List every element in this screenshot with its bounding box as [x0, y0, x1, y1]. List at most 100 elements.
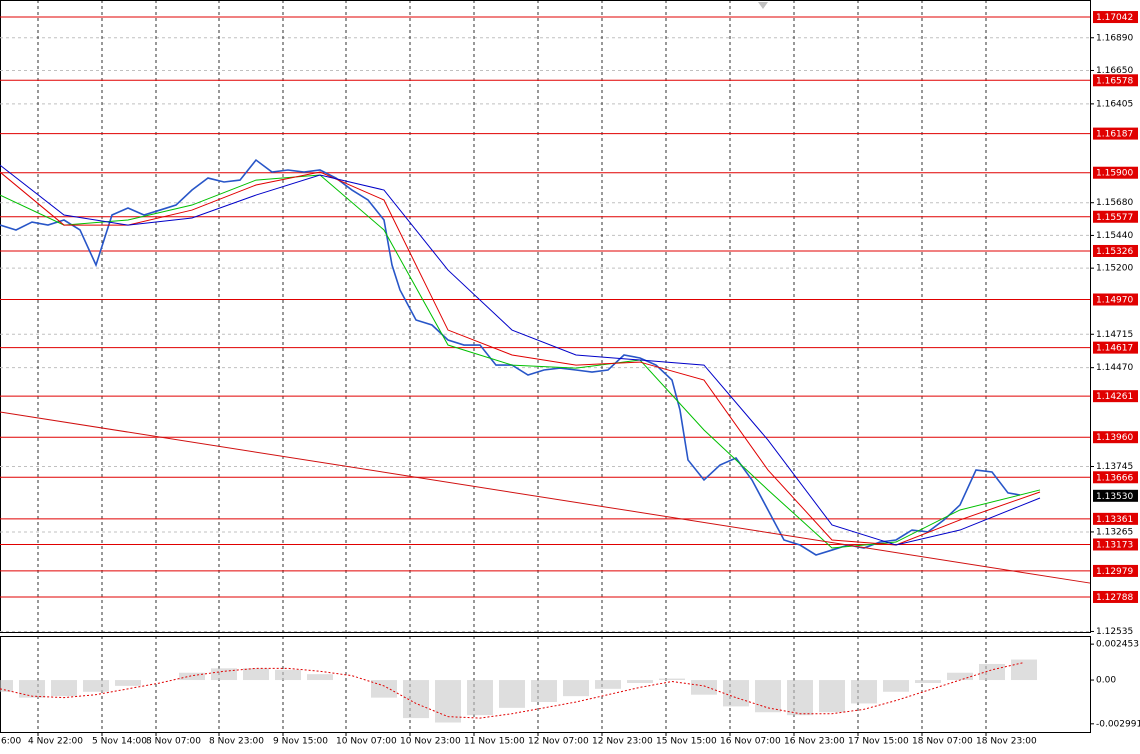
- y-tick-label: 1.15680: [1096, 198, 1133, 208]
- level-label: 1.15326: [1096, 247, 1133, 257]
- level-label-box: [1093, 11, 1138, 24]
- last-price-label: 1.13530: [1096, 492, 1133, 502]
- level-label: 1.13666: [1096, 473, 1133, 483]
- level-label: 1.17042: [1096, 13, 1133, 23]
- y-tick-label: 1.16405: [1096, 99, 1133, 109]
- shift-marker: [758, 2, 768, 9]
- signal-line: [0, 662, 1025, 719]
- x-tick-label: 10 Nov 07:00: [336, 737, 397, 747]
- level-label-box: [1093, 74, 1138, 87]
- level-label-box: [1093, 127, 1138, 140]
- y-tick-label: 0.00: [1096, 676, 1116, 686]
- level-label: 1.14261: [1096, 392, 1133, 402]
- x-tick-label: 15 Nov 15:00: [656, 737, 717, 747]
- histogram-bar: [723, 680, 749, 707]
- level-label-box: [1093, 590, 1138, 603]
- histogram-bar: [915, 680, 941, 683]
- x-tick-label: 16 Nov 23:00: [784, 737, 845, 747]
- level-label-box: [1093, 210, 1138, 223]
- level-label-box: [1093, 471, 1138, 484]
- x-tick-label: 12 Nov 23:00: [592, 737, 653, 747]
- price-line: [0, 164, 1041, 546]
- histogram-bar: [211, 668, 237, 681]
- histogram-bar: [659, 678, 685, 681]
- level-label-box: [1093, 293, 1138, 306]
- level-label-box: [1093, 244, 1138, 257]
- y-tick-label: 1.15440: [1096, 231, 1133, 241]
- y-tick-label: 0.002453: [1096, 640, 1139, 650]
- level-label: 1.14970: [1096, 296, 1133, 306]
- price-line: [0, 171, 1041, 546]
- x-tick-label: 9 Nov 15:00: [273, 737, 328, 747]
- level-label-box: [1093, 390, 1138, 403]
- histogram-bar: [115, 680, 141, 686]
- histogram-bar: [403, 680, 429, 719]
- level-label-box: [1093, 166, 1138, 179]
- level-label: 1.13960: [1096, 433, 1133, 443]
- histogram-bar: [179, 672, 205, 681]
- histogram-bar: [83, 680, 109, 692]
- histogram-bar: [563, 680, 589, 697]
- histogram-bar: [275, 669, 301, 681]
- histogram-bar: [51, 680, 77, 697]
- level-label-box: [1093, 564, 1138, 577]
- y-tick-label: 1.15200: [1096, 264, 1133, 274]
- main-frame: [0, 0, 1091, 633]
- level-label: 1.13173: [1096, 540, 1133, 550]
- x-tick-label: 11 Nov 15:00: [464, 737, 525, 747]
- level-label-box: [1093, 341, 1138, 354]
- histogram-bar: [627, 680, 653, 683]
- histogram-bar: [883, 680, 909, 692]
- x-tick-label: 12 Nov 07:00: [528, 737, 589, 747]
- histogram-bar: [691, 680, 717, 695]
- histogram-bar: [19, 680, 45, 698]
- histogram-bar: [307, 674, 333, 681]
- level-label-box: [1093, 431, 1138, 444]
- level-label-box: [1093, 538, 1138, 551]
- y-tick-label: 1.14470: [1096, 363, 1133, 373]
- y-tick-label: 1.14715: [1096, 330, 1133, 340]
- level-label: 1.15900: [1096, 169, 1133, 179]
- histogram-bar: [819, 680, 845, 713]
- last-price-box: [1093, 489, 1138, 502]
- level-label: 1.16578: [1096, 76, 1133, 86]
- histogram-bar: [243, 668, 269, 681]
- x-tick-label: 4 Nov 22:00: [28, 737, 83, 747]
- histogram-bar: [787, 680, 813, 716]
- level-label: 1.12788: [1096, 593, 1133, 603]
- x-tick-label: 5 Nov 14:00: [92, 737, 147, 747]
- x-tick-label: 6:00: [1, 737, 21, 747]
- y-tick-label: 1.12535: [1096, 627, 1133, 637]
- histogram-bar: [595, 680, 621, 689]
- histogram-bar: [435, 680, 461, 723]
- histogram-bar: [531, 680, 557, 702]
- y-tick-label: -0.002991: [1096, 719, 1140, 729]
- level-label: 1.16187: [1096, 130, 1133, 140]
- level-label: 1.13361: [1096, 515, 1133, 525]
- histogram-bar: [467, 680, 493, 716]
- histogram-bar: [1011, 659, 1037, 681]
- histogram-bar: [851, 680, 877, 704]
- histogram-bar: [499, 680, 525, 708]
- x-tick-label: 18 Nov 07:00: [912, 737, 973, 747]
- level-label-box: [1093, 512, 1138, 525]
- y-tick-label: 1.16890: [1096, 33, 1133, 43]
- level-label: 1.14617: [1096, 344, 1133, 354]
- x-tick-label: 16 Nov 07:00: [720, 737, 781, 747]
- level-label: 1.12979: [1096, 567, 1133, 577]
- x-tick-label: 18 Nov 23:00: [976, 737, 1037, 747]
- histogram-bar: [755, 680, 781, 713]
- y-tick-label: 1.16650: [1096, 66, 1133, 76]
- histogram-bar: [979, 663, 1005, 681]
- x-tick-label: 8 Nov 23:00: [209, 737, 264, 747]
- level-label: 1.15577: [1096, 213, 1133, 223]
- histogram-bar: [371, 680, 397, 698]
- y-tick-label: 1.13745: [1096, 462, 1133, 472]
- x-tick-label: 10 Nov 23:00: [400, 737, 461, 747]
- histogram-bar: [0, 680, 13, 692]
- y-tick-label: 1.13265: [1096, 527, 1133, 537]
- x-tick-label: 17 Nov 15:00: [848, 737, 909, 747]
